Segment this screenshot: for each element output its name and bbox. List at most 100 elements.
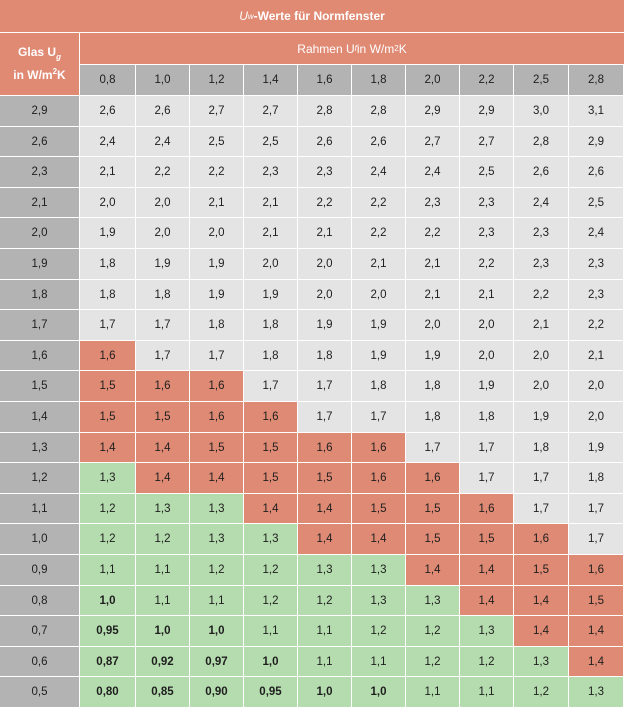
uw-value-cell: 1,5 bbox=[136, 402, 189, 432]
uw-value-cell: 1,9 bbox=[352, 341, 405, 370]
uw-value-cell: 1,0 bbox=[244, 647, 297, 676]
uw-value-cell: 1,4 bbox=[136, 463, 189, 493]
uw-value-cell: 1,7 bbox=[136, 341, 189, 370]
uw-value-cell: 1,2 bbox=[190, 555, 243, 585]
ug-row-header: 1,0 bbox=[0, 524, 79, 554]
uw-value-cell: 1,3 bbox=[298, 555, 351, 585]
uw-value-cell: 1,4 bbox=[136, 433, 189, 462]
uw-value-cell: 1,5 bbox=[80, 402, 135, 432]
ug-row-header: 1,3 bbox=[0, 433, 79, 462]
uw-value-cell: 1,0 bbox=[136, 616, 189, 646]
uw-value-cell: 2,6 bbox=[352, 127, 405, 156]
ug-row-header: 2,6 bbox=[0, 127, 79, 156]
rahmen-text: Rahmen U bbox=[297, 41, 355, 56]
uw-value-cell: 0,92 bbox=[136, 647, 189, 676]
uw-value-cell: 2,4 bbox=[406, 157, 459, 187]
uw-value-cell: 2,2 bbox=[352, 188, 405, 217]
ug-row-header: 0,9 bbox=[0, 555, 79, 585]
uw-value-cell: 2,7 bbox=[190, 96, 243, 126]
uw-value-cell: 1,5 bbox=[569, 586, 623, 615]
uw-value-cell: 1,6 bbox=[569, 555, 623, 585]
uw-value-cell: 1,2 bbox=[244, 586, 297, 615]
uf-column-header: 1,0 bbox=[136, 65, 189, 95]
ug-row-header: 2,1 bbox=[0, 188, 79, 217]
uw-value-cell: 2,7 bbox=[244, 96, 297, 126]
uw-value-cell: 1,6 bbox=[190, 402, 243, 432]
uw-value-cell: 2,1 bbox=[406, 280, 459, 309]
uw-value-cell: 2,9 bbox=[569, 127, 623, 156]
uw-value-cell: 1,6 bbox=[460, 494, 513, 523]
uw-value-cell: 1,3 bbox=[352, 586, 405, 615]
uw-value-cell: 2,1 bbox=[80, 157, 135, 187]
uw-value-cell: 2,3 bbox=[569, 280, 623, 309]
uw-value-cell: 1,4 bbox=[569, 616, 623, 646]
ug-row-header: 0,5 bbox=[0, 677, 79, 707]
uw-value-cell: 1,6 bbox=[298, 433, 351, 462]
uw-value-cell: 1,6 bbox=[136, 371, 189, 401]
uf-column-header: 2,8 bbox=[569, 65, 623, 95]
ug-row-header: 1,5 bbox=[0, 371, 79, 401]
uw-value-cell: 2,4 bbox=[352, 157, 405, 187]
rahmen-sup: 2 bbox=[394, 44, 399, 53]
uw-value-cell: 2,0 bbox=[190, 218, 243, 248]
uw-value-cell: 1,8 bbox=[244, 310, 297, 340]
glas-line-2: in W/m2K bbox=[13, 64, 65, 83]
uw-value-cell: 1,1 bbox=[190, 586, 243, 615]
uw-value-cell: 2,2 bbox=[569, 310, 623, 340]
uw-value-cell: 1,7 bbox=[460, 433, 513, 462]
glas-line-1-text: Glas U bbox=[18, 44, 57, 59]
uw-value-cell: 2,0 bbox=[460, 341, 513, 370]
uw-value-cell: 2,5 bbox=[569, 188, 623, 217]
uf-column-header: 0,8 bbox=[80, 65, 135, 95]
uw-value-cell: 2,0 bbox=[136, 188, 189, 217]
uw-value-cell: 2,2 bbox=[298, 188, 351, 217]
uw-value-cell: 2,0 bbox=[136, 218, 189, 248]
uw-value-cell: 2,3 bbox=[406, 188, 459, 217]
uw-value-cell: 1,4 bbox=[352, 524, 405, 554]
uw-value-cell: 1,1 bbox=[298, 647, 351, 676]
uw-value-cell: 1,2 bbox=[352, 616, 405, 646]
uw-value-cell: 1,7 bbox=[352, 402, 405, 432]
uw-value-cell: 2,1 bbox=[460, 280, 513, 309]
uw-value-cell: 1,3 bbox=[190, 494, 243, 523]
uw-value-cell: 2,6 bbox=[80, 96, 135, 126]
uw-value-cell: 2,8 bbox=[514, 127, 568, 156]
uw-value-cell: 1,6 bbox=[244, 402, 297, 432]
uw-value-cell: 2,0 bbox=[352, 280, 405, 309]
uw-value-cell: 0,97 bbox=[190, 647, 243, 676]
uw-value-cell: 2,0 bbox=[406, 310, 459, 340]
uw-value-cell: 1,2 bbox=[460, 647, 513, 676]
uw-value-cell: 1,7 bbox=[298, 371, 351, 401]
uw-value-cell: 1,4 bbox=[514, 616, 568, 646]
uw-value-cell: 1,9 bbox=[80, 218, 135, 248]
uw-value-cell: 2,0 bbox=[569, 371, 623, 401]
uw-value-cell: 1,7 bbox=[569, 524, 623, 554]
uw-value-cell: 0,80 bbox=[80, 677, 135, 707]
uw-value-cell: 1,6 bbox=[352, 433, 405, 462]
uw-value-cell: 2,1 bbox=[352, 249, 405, 279]
uw-value-cell: 1,4 bbox=[244, 494, 297, 523]
uw-value-cell: 1,8 bbox=[80, 249, 135, 279]
uw-value-cell: 2,0 bbox=[514, 341, 568, 370]
uw-value-cell: 1,5 bbox=[406, 524, 459, 554]
uw-value-cell: 1,8 bbox=[80, 280, 135, 309]
uf-column-header: 2,5 bbox=[514, 65, 568, 95]
uw-value-cell: 1,7 bbox=[514, 463, 568, 493]
ug-row-header: 2,9 bbox=[0, 96, 79, 126]
uw-value-cell: 2,3 bbox=[514, 218, 568, 248]
rahmen-sub: f bbox=[354, 44, 357, 53]
uw-value-cell: 2,3 bbox=[244, 157, 297, 187]
ug-row-header: 1,4 bbox=[0, 402, 79, 432]
uw-value-cell: 2,0 bbox=[514, 371, 568, 401]
uw-value-cell: 1,0 bbox=[190, 616, 243, 646]
uw-value-cell: 2,1 bbox=[406, 249, 459, 279]
uw-value-cell: 2,0 bbox=[298, 249, 351, 279]
uw-value-cell: 1,2 bbox=[298, 586, 351, 615]
uw-value-cell: 1,4 bbox=[460, 555, 513, 585]
uw-value-cell: 2,4 bbox=[514, 188, 568, 217]
uw-value-cell: 1,2 bbox=[514, 677, 568, 707]
rahmen-unit: K bbox=[398, 41, 407, 56]
uw-value-cell: 0,85 bbox=[136, 677, 189, 707]
uw-value-cell: 1,9 bbox=[460, 371, 513, 401]
